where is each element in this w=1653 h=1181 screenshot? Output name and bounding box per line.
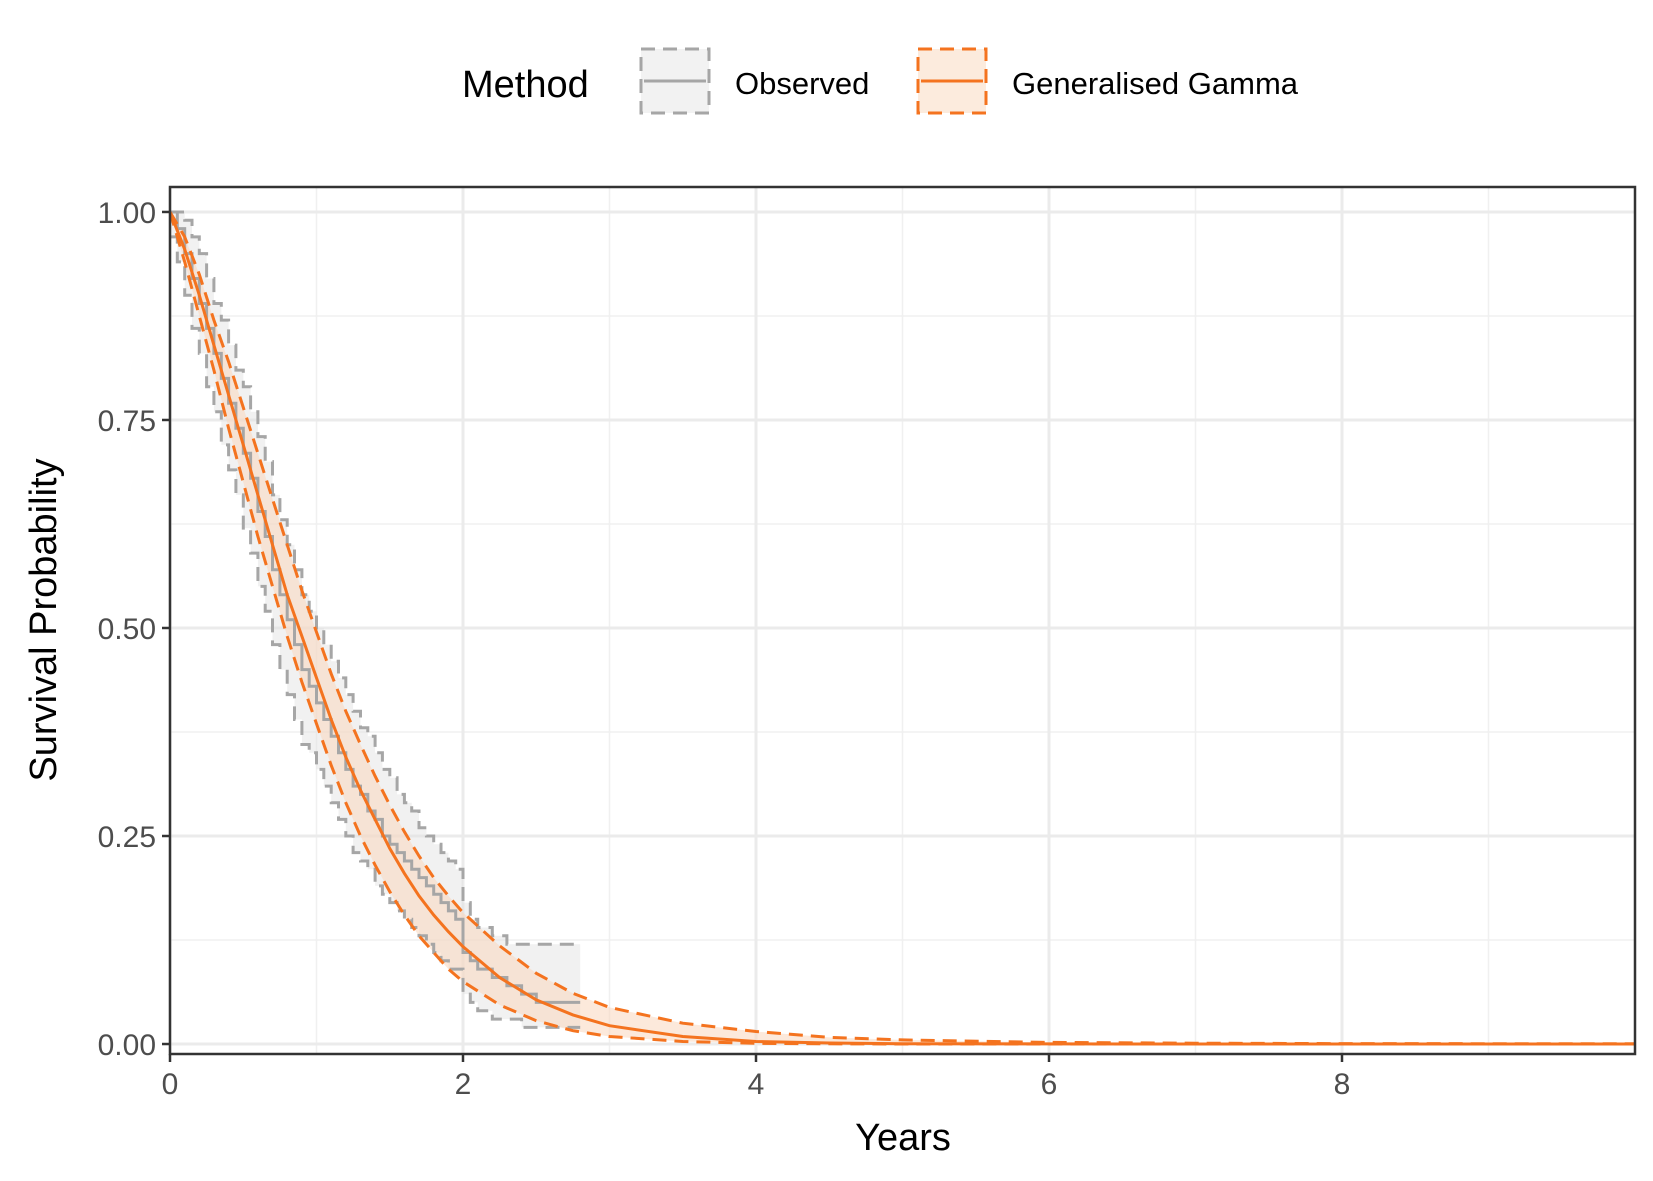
y-axis: 0.00 0.25 0.50 0.75 1.00	[98, 197, 170, 1062]
plot-border	[168, 185, 1637, 1056]
y-tick-label: 0.50	[98, 613, 156, 646]
band-upper-1	[168, 211, 1636, 1046]
legend: Method Observed Generalised Gamma	[462, 47, 1299, 115]
x-axis-title: Years	[855, 1117, 951, 1159]
band-lower-0	[170, 235, 581, 1029]
x-axis: 0 2 4 6 8	[162, 1054, 1351, 1101]
survival-curves	[168, 210, 1636, 1046]
x-tick-label: 6	[1041, 1068, 1058, 1101]
y-tick-label: 0.75	[98, 405, 156, 438]
legend-title: Method	[462, 64, 589, 106]
x-tick-label: 4	[748, 1068, 765, 1101]
x-tick-label: 2	[455, 1068, 472, 1101]
x-tick-label: 0	[162, 1068, 179, 1101]
band-upper-0	[170, 210, 581, 946]
y-tick-label: 0.00	[98, 1029, 156, 1062]
legend-label-gengamma: Generalised Gamma	[1012, 66, 1299, 101]
legend-key-gengamma	[916, 47, 988, 115]
legend-label-observed: Observed	[735, 66, 869, 101]
y-tick-label: 0.25	[98, 821, 156, 854]
series-line-1	[168, 211, 1635, 1046]
legend-key-observed	[639, 47, 711, 115]
x-tick-label: 8	[1334, 1068, 1351, 1101]
y-tick-label: 1.00	[98, 197, 156, 230]
y-axis-title: Survival Probability	[23, 458, 65, 781]
band-lower-1	[168, 211, 1635, 1046]
